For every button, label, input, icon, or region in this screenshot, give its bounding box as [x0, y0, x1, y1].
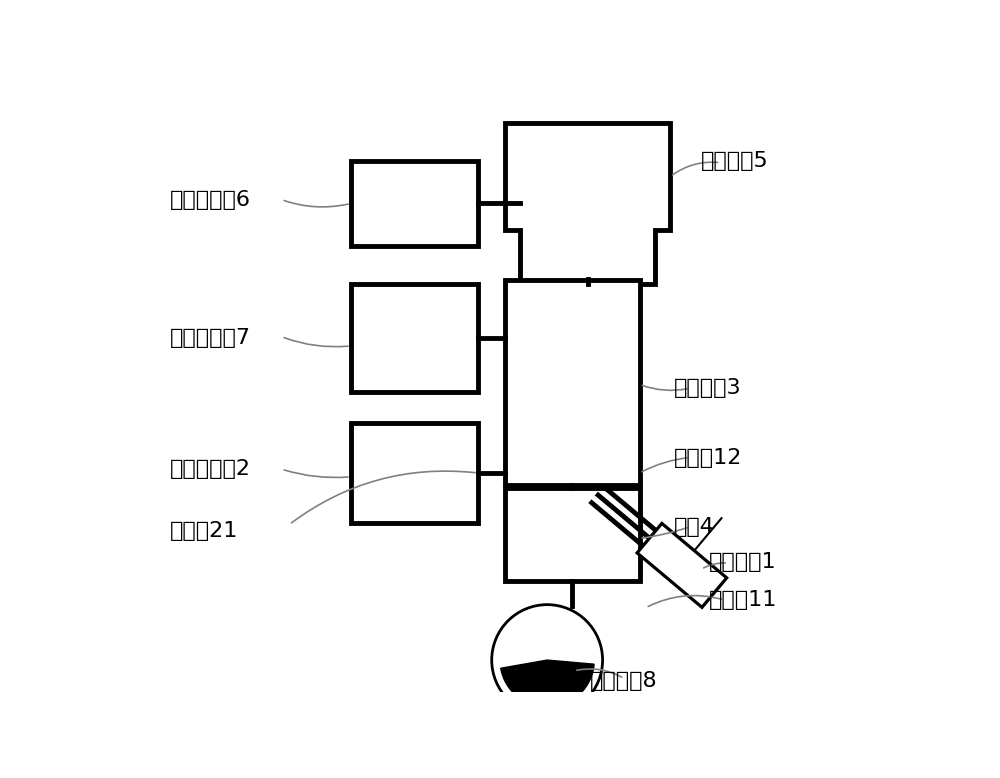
Text: 照明光11: 照明光11	[709, 590, 777, 610]
Wedge shape	[501, 660, 594, 707]
Text: 照明组件1: 照明组件1	[709, 552, 776, 572]
Bar	[505, 489, 640, 580]
Text: 光学组件3: 光学组件3	[674, 378, 742, 398]
Text: 成像光12: 成像光12	[674, 447, 743, 468]
Circle shape	[492, 605, 603, 716]
Text: 注视光组件2: 注视光组件2	[170, 459, 251, 479]
Text: 成像设切5: 成像设切5	[701, 151, 769, 171]
Text: 手术显微镜7: 手术显微镜7	[170, 328, 251, 349]
Text: 图像处理嚃6: 图像处理嚃6	[170, 190, 251, 209]
Text: 注视光21: 注视光21	[170, 520, 238, 541]
Bar	[351, 423, 478, 523]
Polygon shape	[505, 123, 670, 284]
Bar	[351, 284, 478, 392]
Text: 物镜4: 物镜4	[674, 517, 715, 537]
Bar	[505, 281, 640, 485]
Text: 患者眼獸8: 患者眼獸8	[590, 671, 657, 691]
Bar	[351, 161, 478, 246]
Bar	[637, 524, 727, 608]
